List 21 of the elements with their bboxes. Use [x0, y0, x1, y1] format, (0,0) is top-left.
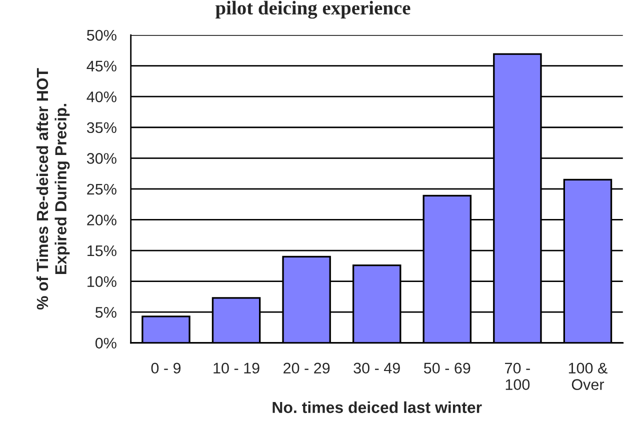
- chart-title: pilot deicing experience: [216, 0, 410, 19]
- x-tick-label: 100 & Over: [568, 362, 608, 390]
- x-tick-label: 50 - 69: [424, 362, 470, 374]
- y-axis-title: % of Times Re-deiced after HOT Expired During Precip.: [36, 68, 70, 310]
- x-tick-label: 0 - 9: [151, 362, 181, 374]
- x-tick-label: 30 - 49: [354, 362, 400, 374]
- y-tick-label: 15%: [88, 245, 116, 256]
- y-tick-label: 5%: [95, 307, 116, 318]
- y-tick-label: 0%: [95, 338, 116, 349]
- y-tick-label: 30%: [86, 153, 116, 164]
- y-tick-label: 40%: [86, 91, 116, 102]
- y-tick-label: 20%: [87, 214, 116, 226]
- x-tick-label: 70 - 100: [505, 362, 530, 390]
- y-tick-label: 50%: [86, 30, 116, 41]
- y-tick-label: 35%: [86, 122, 116, 134]
- y-tick-label: 25%: [87, 184, 116, 195]
- x-axis-title: No. times deiced last winter: [272, 401, 482, 414]
- x-tick-label: 10 - 19: [214, 362, 260, 374]
- x-tick-label: 20 - 29: [284, 362, 330, 374]
- y-tick-label: 10%: [88, 276, 116, 287]
- y-tick-label: 45%: [86, 60, 116, 72]
